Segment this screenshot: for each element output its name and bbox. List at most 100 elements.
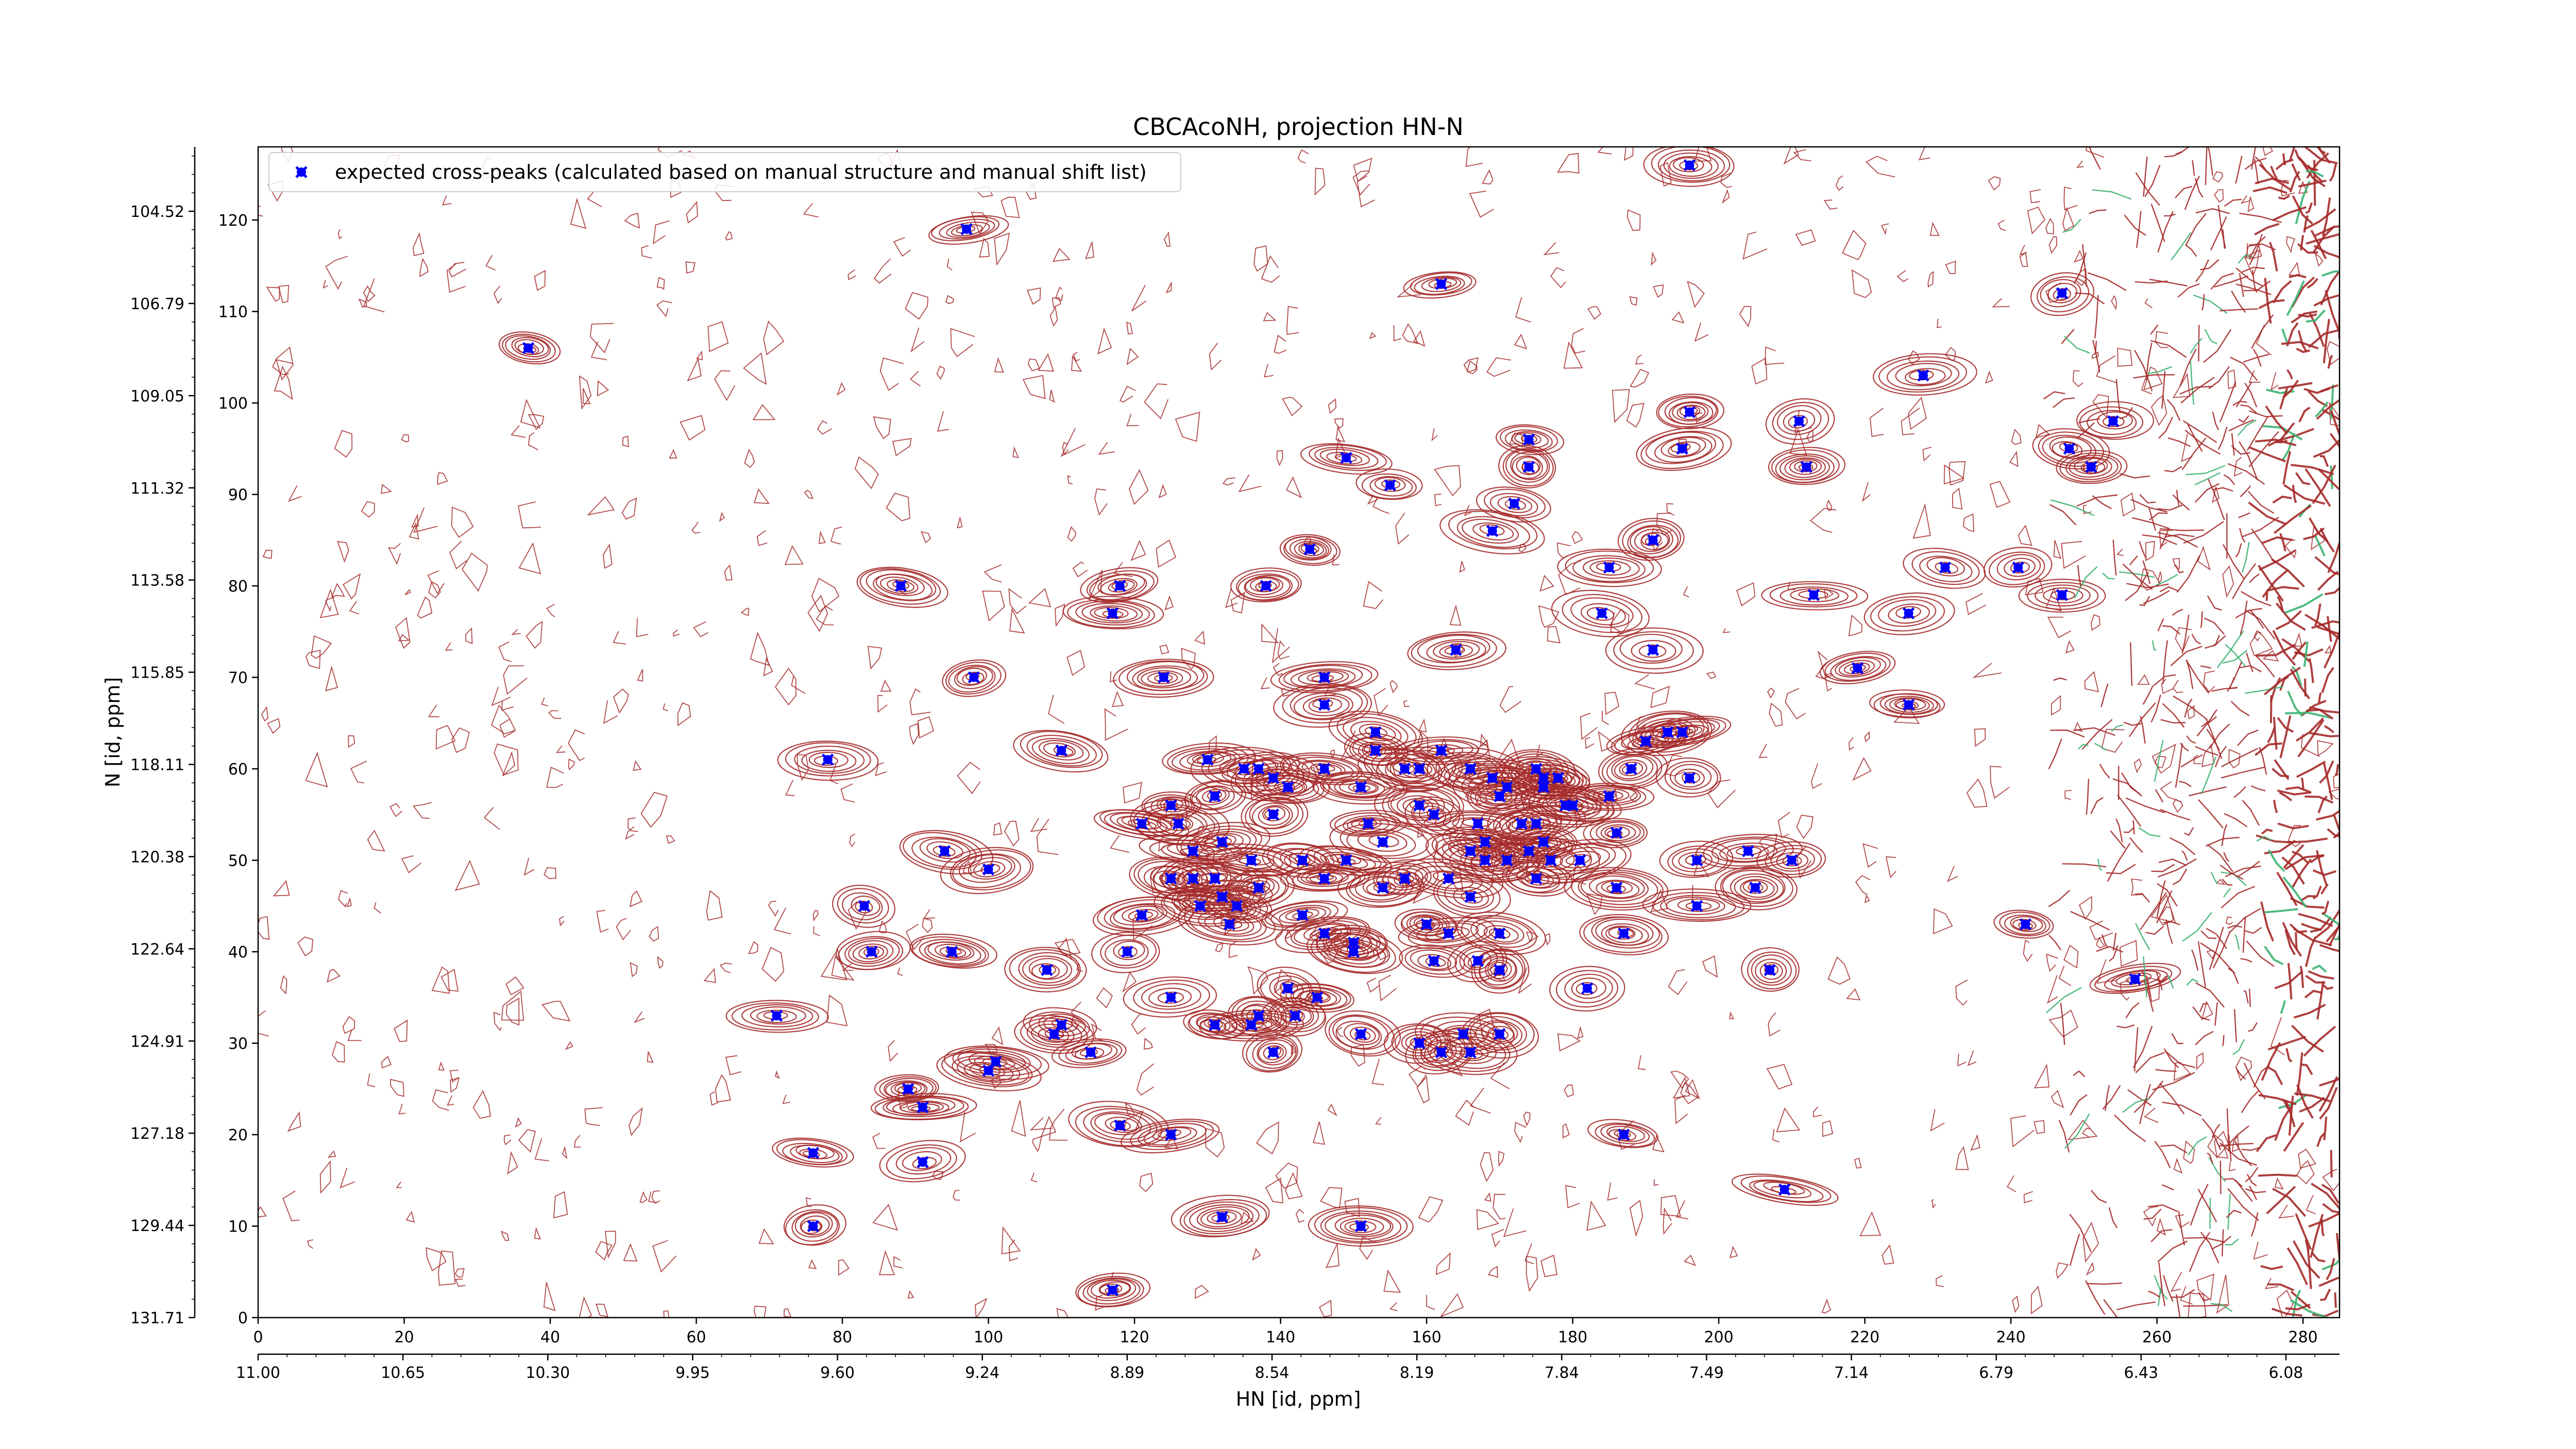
noise-contour: [1514, 333, 1528, 349]
noise-contour: [1524, 1243, 1534, 1265]
noise-contour: [2295, 180, 2311, 224]
noise-contour: [2135, 1052, 2165, 1073]
noise-contour: [548, 710, 562, 719]
noise-contour: [2134, 893, 2150, 903]
noise-contour: [1495, 843, 1503, 857]
noise-contour: [494, 743, 519, 776]
contour-ring: [1264, 902, 1338, 928]
contour-ring: [1565, 550, 1654, 583]
noise-contour: [1785, 688, 1806, 720]
noise-contour: [2076, 160, 2084, 168]
contour-ring: [1097, 574, 1145, 596]
noise-contour: [2206, 728, 2220, 751]
noise-contour: [921, 531, 931, 544]
contour-ring: [1668, 441, 1701, 457]
contour-ring: [1098, 1281, 1130, 1296]
cross-peak-marker: [1610, 827, 1623, 839]
noise-contour: [380, 483, 392, 494]
noise-contour: [2194, 472, 2221, 485]
noise-contour: [1374, 687, 1388, 717]
contour-ring: [1290, 986, 1348, 1010]
noise-contour: [2318, 468, 2340, 491]
noise-contour: [991, 1076, 1002, 1089]
noise-contour: [2275, 158, 2294, 171]
noise-contour: [2153, 674, 2176, 686]
noise-contour: [1474, 795, 1488, 807]
contour-ring: [1598, 748, 1668, 790]
noise-contour: [2318, 1076, 2338, 1112]
contour-ring: [1309, 444, 1387, 471]
noise-contour: [812, 910, 819, 922]
noise-contour: [2235, 1067, 2246, 1080]
noise-contour: [2134, 350, 2153, 392]
noise-contour: [2162, 625, 2181, 635]
noise-contour: [337, 890, 348, 908]
peak-contour: [1643, 147, 1735, 187]
cross-peak-marker: [1318, 872, 1331, 885]
contour-ring: [933, 845, 956, 857]
contour-ring: [783, 1204, 846, 1246]
noise-contour: [1493, 1193, 1506, 1220]
noise-contour: [2158, 1287, 2162, 1306]
noise-contour: [1449, 604, 1462, 626]
noise-contour: [348, 735, 355, 748]
noise-contour: [1282, 396, 1303, 417]
contour-ring: [1601, 923, 1649, 946]
contour-ring: [1470, 779, 1529, 812]
noise-contour: [1062, 442, 1069, 456]
contour-ring: [1023, 1007, 1097, 1042]
noise-contour: [1071, 1001, 1083, 1023]
contour-ring: [1608, 926, 1636, 940]
noise-contour: [1009, 608, 1025, 634]
noise-contour: [2303, 641, 2309, 667]
noise-contour: [2308, 970, 2334, 980]
peak-contour: [1598, 748, 1668, 790]
noise-contour: [1607, 1182, 1618, 1201]
cross-peak-marker: [2012, 561, 2025, 574]
y-index-tick-label: 20: [228, 1126, 248, 1144]
noise-contour: [2289, 923, 2307, 934]
noise-contour: [1011, 1100, 1026, 1137]
noise-contour: [2286, 1247, 2308, 1286]
contour-ring: [2040, 279, 2081, 308]
noise-contour: [1149, 867, 1163, 894]
noise-contour: [342, 1016, 355, 1034]
noise-contour: [1817, 650, 1833, 676]
noise-contour: [1371, 1058, 1384, 1086]
noise-contour: [568, 729, 585, 761]
noise-contour: [813, 926, 820, 936]
noise-contour: [2281, 433, 2296, 461]
noise-contour: [1165, 282, 1172, 294]
noise-contour: [2255, 439, 2297, 447]
contour-ring: [2094, 966, 2173, 992]
contour-ring: [1238, 573, 1293, 601]
noise-contour: [2149, 278, 2188, 287]
contour-ring: [1280, 1006, 1312, 1025]
contour-ring: [2089, 963, 2181, 994]
noise-contour: [1544, 933, 1551, 946]
noise-contour: [979, 237, 990, 258]
noise-contour: [2237, 419, 2257, 436]
noise-contour: [905, 923, 924, 951]
noise-contour: [1194, 825, 1211, 850]
noise-contour: [2112, 540, 2117, 576]
contour-ring: [1329, 810, 1408, 837]
cross-peak-marker: [1252, 881, 1265, 894]
noise-contour: [544, 867, 556, 879]
contour-ring: [1387, 787, 1454, 821]
noise-contour: [2151, 744, 2176, 774]
noise-contour: [1772, 1128, 1780, 1143]
contour-ring: [2043, 587, 2083, 603]
contour-ring: [1619, 761, 1643, 777]
cross-peak-marker: [1048, 1027, 1060, 1040]
contour-ring: [1359, 723, 1396, 742]
cross-peak-marker: [945, 946, 958, 958]
noise-contour: [1113, 562, 1133, 577]
noise-contour: [2195, 746, 2218, 756]
noise-contour: [1556, 542, 1571, 559]
noise-contour: [1550, 267, 1566, 289]
contour-ring: [1334, 779, 1385, 797]
contour-ring: [1444, 881, 1494, 910]
noise-contour: [2248, 446, 2286, 463]
noise-contour: [2140, 892, 2167, 931]
